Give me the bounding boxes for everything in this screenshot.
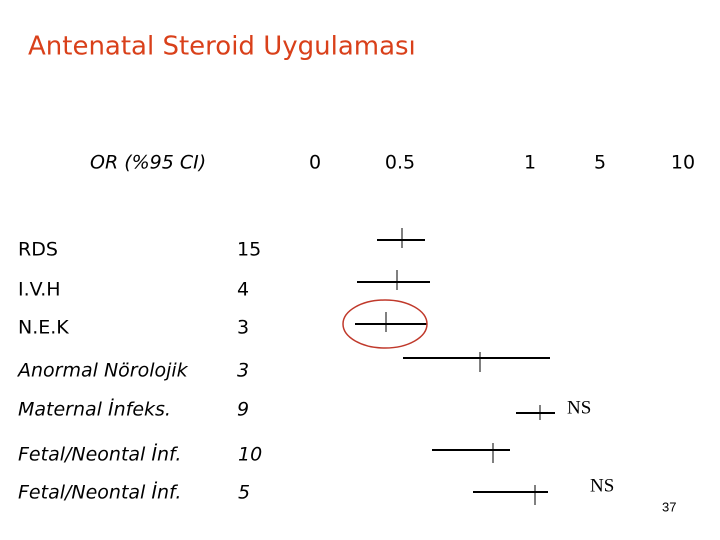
row-label: Maternal İnfeks. (18, 398, 171, 421)
confidence-intervals (355, 228, 555, 505)
page-number: 37 (662, 499, 676, 514)
axis-label: 0 (309, 152, 321, 174)
row-value: 3 (237, 317, 249, 339)
row-value: 4 (237, 279, 249, 301)
annotation: NS (590, 475, 614, 496)
axis-label: 1 (524, 152, 536, 174)
row-value: 10 (238, 444, 262, 466)
row-label: Anormal Nörolojik (16, 360, 189, 382)
row-value: 9 (237, 399, 249, 421)
header-label: OR (%95 CI) (90, 152, 206, 174)
highlight-circle (342, 299, 428, 349)
slide-title: Antenatal Steroid Uygulaması (28, 32, 416, 62)
row-value: 3 (237, 360, 249, 382)
axis-label: 10 (671, 152, 695, 174)
axis-label: 5 (594, 152, 606, 174)
row-label: Fetal/Neontal İnf. (18, 443, 181, 466)
axis-labels: 0 0.5 1 5 10 (309, 152, 695, 174)
row-label: RDS (18, 239, 58, 261)
rows: RDS 15 I.V.H 4 N.E.K 3 Anormal Nörolojik… (16, 239, 262, 504)
row-label: I.V.H (18, 279, 61, 301)
row-value: 15 (237, 239, 261, 261)
row-label: Fetal/Neontal İnf. (18, 481, 181, 504)
row-value: 5 (238, 482, 250, 504)
row-label: N.E.K (18, 317, 69, 339)
axis-label: 0.5 (385, 152, 415, 174)
annotation: NS (567, 397, 591, 418)
